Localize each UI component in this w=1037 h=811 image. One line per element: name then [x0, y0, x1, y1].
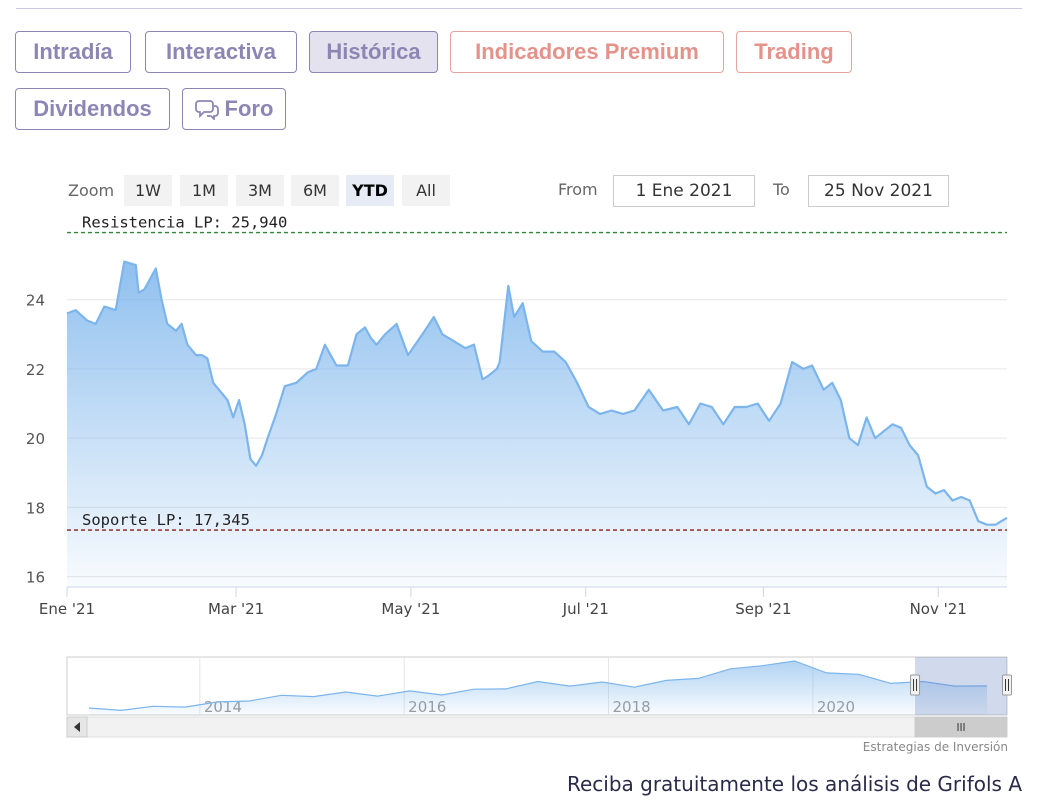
tab-label: Trading [754, 39, 834, 64]
to-label: To [773, 180, 790, 199]
tab-label: Foro [224, 96, 274, 121]
tab-label: Histórica [326, 39, 421, 64]
speech-bubbles-icon [194, 100, 219, 120]
x-tick-label: Nov '21 [910, 600, 967, 618]
x-tick-label: Mar '21 [208, 600, 264, 618]
x-tick-label: May '21 [381, 600, 440, 618]
navigator-right-handle[interactable] [1002, 674, 1012, 696]
price-series [66, 260, 1008, 587]
tab-label: Intradía [33, 39, 113, 64]
tab-intradia[interactable]: Intradía [15, 31, 131, 73]
zoom-1w-button[interactable]: 1W [124, 175, 172, 206]
cta-link[interactable]: Reciba gratuitamente los análisis de Gri… [566, 772, 1022, 796]
y-axis-labels: 16 18 20 22 24 [26, 292, 45, 587]
resistance-label: Resistencia LP: 25,940 [82, 214, 287, 232]
from-date-input[interactable]: 1 Ene 2021 [613, 175, 755, 207]
tab-interactiva[interactable]: Interactiva [145, 31, 297, 73]
to-date-input[interactable]: 25 Nov 2021 [808, 175, 949, 207]
zoom-all-button[interactable]: All [402, 175, 450, 206]
x-tick-label: Jul '21 [562, 600, 609, 618]
navigator-area [89, 661, 987, 715]
zoom-3m-button[interactable]: 3M [236, 175, 284, 206]
navigator[interactable]: 2014201620182020 [66, 656, 1012, 716]
support-label: Soporte LP: 17,345 [82, 511, 250, 529]
zoom-1m-button[interactable]: 1M [180, 175, 228, 206]
zoom-label: Zoom [68, 181, 115, 200]
price-line [66, 260, 1008, 526]
reference-lines: Resistencia LP: 25,940 Soporte LP: 17,345 [67, 214, 1007, 531]
y-tick-label: 24 [26, 292, 45, 310]
y-tick-label: 22 [26, 361, 45, 379]
tab-label: Indicadores Premium [475, 39, 699, 64]
scrollbar-track [66, 716, 1008, 738]
zoom-ytd-button[interactable]: YTD [346, 175, 394, 206]
navigator-line [88, 660, 988, 712]
zoom-6m-button[interactable]: 6M [291, 175, 339, 206]
y-tick-label: 20 [26, 430, 45, 448]
tab-historica[interactable]: Histórica [309, 31, 438, 73]
tab-trading[interactable]: Trading [736, 31, 852, 73]
from-label: From [558, 180, 598, 199]
tab-label: Dividendos [33, 96, 152, 121]
y-tick-label: 18 [26, 499, 45, 517]
tab-indicadores-premium[interactable]: Indicadores Premium [450, 31, 724, 73]
attribution-credit: Estrategias de Inversión [862, 740, 1008, 754]
navigator-scrollbar[interactable] [66, 716, 1008, 738]
tab-label: Interactiva [165, 39, 277, 64]
navigator-selection [915, 657, 1007, 715]
y-tick-label: 16 [26, 569, 45, 587]
x-tick-label: Ene '21 [39, 600, 95, 618]
price-area [67, 261, 1007, 587]
top-divider [16, 8, 1022, 9]
range-selector: Zoom 1W 1M 3M 6M YTD All From 1 Ene 2021… [0, 172, 1037, 208]
tab-foro[interactable]: Foro [182, 88, 286, 130]
navigator-left-handle[interactable] [910, 674, 921, 696]
stock-price-chart: 16 18 20 22 24 Resistencia LP: 25,940 Soporte… [26, 214, 1012, 738]
x-tick-label: Sep '21 [735, 600, 791, 618]
x-axis: Ene '21 Mar '21 May '21 Jul '21 Sep '21 Nov '… [39, 586, 1007, 618]
tab-dividendos[interactable]: Dividendos [15, 88, 170, 130]
arrow-left-icon [74, 722, 80, 732]
